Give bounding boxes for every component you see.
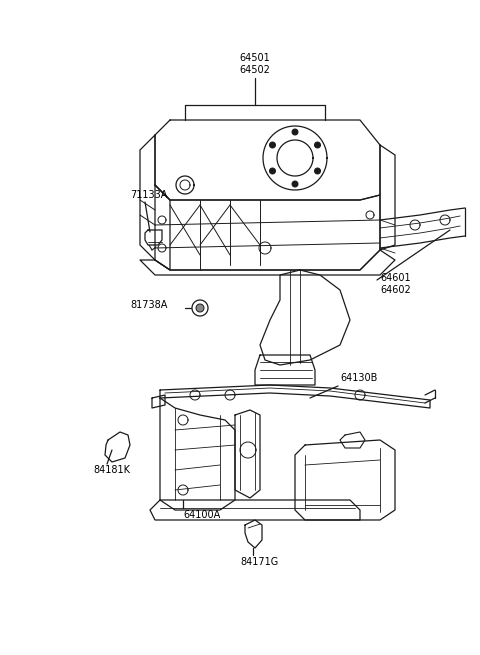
Polygon shape — [269, 142, 276, 148]
Text: 84171G: 84171G — [240, 557, 278, 567]
Text: 64130B: 64130B — [340, 373, 377, 383]
Text: 64602: 64602 — [380, 285, 411, 295]
Text: 64601: 64601 — [380, 273, 410, 283]
Polygon shape — [196, 304, 204, 312]
Text: 84181K: 84181K — [93, 465, 130, 475]
Text: 64502: 64502 — [240, 65, 270, 75]
Polygon shape — [314, 168, 321, 174]
Polygon shape — [269, 168, 276, 174]
Text: 64501: 64501 — [240, 53, 270, 63]
Text: 71133A: 71133A — [130, 190, 168, 200]
Polygon shape — [292, 181, 298, 187]
Text: 81738A: 81738A — [130, 300, 168, 310]
Text: 64100A: 64100A — [183, 510, 220, 520]
Polygon shape — [192, 300, 208, 316]
Polygon shape — [292, 129, 298, 135]
Polygon shape — [314, 142, 321, 148]
